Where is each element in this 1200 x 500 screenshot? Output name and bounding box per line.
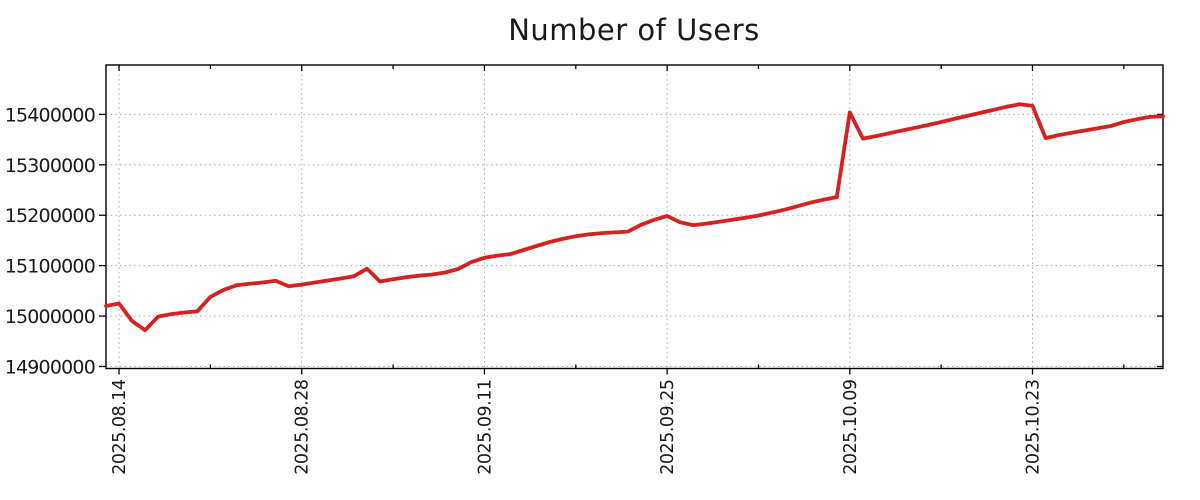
users-data-line (104, 102, 1165, 333)
chart-title: Number of Users (508, 13, 760, 47)
y-axis-tick-label: 14900000 (5, 356, 95, 378)
y-axis-tick-label: 15100000 (5, 256, 95, 278)
x-axis-tick-label: 2025.08.14 (110, 379, 130, 475)
y-axis-tick-label: 15400000 (5, 104, 95, 126)
x-axis-tick-label: 2025.10.23 (1024, 380, 1044, 475)
plot-border (105, 64, 1164, 370)
x-axis-tick-label: 2025.09.25 (658, 380, 678, 475)
plot-area: 14900000 15000000 15100000 15200000 15300000… (5, 64, 1165, 475)
x-axis-tick-label: 2025.10.09 (841, 380, 861, 475)
y-axis-tick-label: 15200000 (5, 205, 95, 227)
y-axis-tick-label: 15000000 (5, 306, 95, 328)
x-axis-tick-label: 2025.08.28 (293, 380, 313, 475)
x-axis-tick-label: 2025.09.11 (475, 380, 495, 475)
y-axis-tick-label: 15300000 (5, 155, 95, 177)
